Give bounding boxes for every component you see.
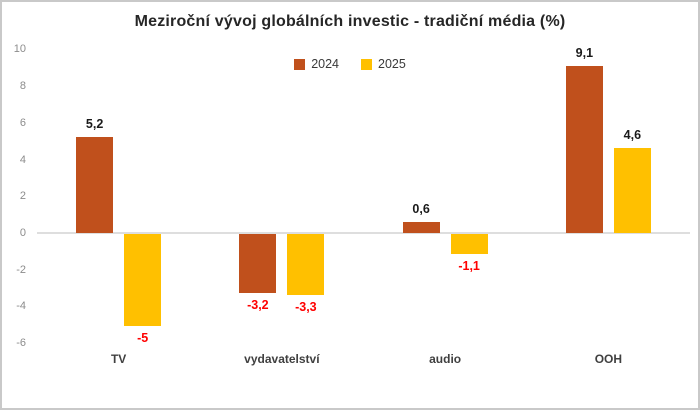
- category-label-tv: TV: [110, 352, 127, 366]
- y-axis-tick-label: 8: [19, 80, 26, 93]
- y-axis-tick-label: 10: [13, 43, 26, 56]
- legend-item-2025: 2025: [361, 57, 406, 71]
- legend-label-2024: 2024: [311, 57, 339, 71]
- legend-label-2025: 2025: [378, 57, 406, 71]
- value-label-2025-audio: -1,1: [458, 259, 480, 274]
- value-label-2025-tv: -5: [137, 330, 149, 345]
- y-axis-tick-label: 2: [19, 190, 26, 203]
- value-label-2025-vydavatelství: -3,3: [295, 299, 317, 314]
- y-axis-tick-label: -6: [16, 337, 26, 350]
- legend-swatch-2025: [361, 58, 372, 70]
- bar-2025-tv: [124, 234, 162, 326]
- legend-item-2024: 2024: [294, 57, 339, 71]
- bar-2024-ooh: [565, 65, 603, 233]
- legend: 2024 2025: [2, 57, 698, 71]
- bar-2025-audio: [450, 234, 488, 255]
- y-axis-tick-label: -2: [16, 263, 26, 276]
- value-label-2024-tv: 5,2: [85, 117, 104, 132]
- chart-title: Meziroční vývoj globálních investic - tr…: [134, 13, 566, 30]
- legend-swatch-2024: [294, 58, 306, 70]
- value-label-2024-audio: 0,6: [412, 201, 430, 216]
- bar-2024-vydavatelství: [239, 234, 277, 293]
- zero-gridline: [37, 232, 690, 234]
- y-axis-tick-label: -4: [16, 300, 26, 313]
- bar-2025-vydavatelství: [287, 234, 325, 295]
- category-label-audio: audio: [429, 352, 462, 366]
- value-label-2024-vydavatelství: -3,2: [247, 297, 269, 312]
- y-axis-tick-label: 0: [19, 227, 26, 239]
- category-label-ooh: OOH: [594, 352, 623, 366]
- bar-2025-ooh: [613, 148, 651, 233]
- y-axis-tick-label: 4: [19, 153, 26, 166]
- value-label-2024-ooh: 9,1: [575, 45, 594, 60]
- category-label-vydavatelství: vydavatelství: [244, 352, 320, 366]
- bar-2024-audio: [402, 221, 440, 233]
- bar-2024-tv: [76, 137, 114, 233]
- value-label-2025-ooh: 4,6: [623, 128, 642, 143]
- y-axis-tick-label: 6: [19, 116, 26, 129]
